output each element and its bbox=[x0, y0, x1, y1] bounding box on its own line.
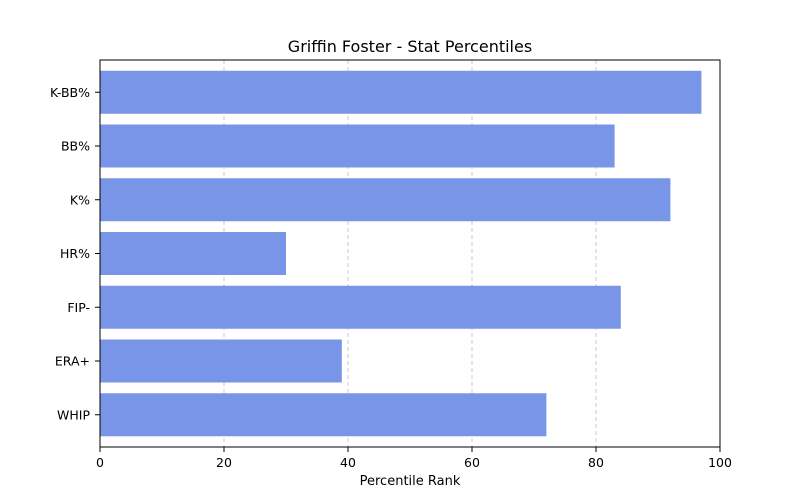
bar-hr- bbox=[100, 232, 286, 275]
y-axis-ticks: K-BB% BB% K% HR% FIP- ERA+ WHIP bbox=[50, 85, 100, 422]
bar-fip- bbox=[100, 285, 621, 329]
y-tick-label: ERA+ bbox=[55, 354, 90, 369]
y-tick-label: WHIP bbox=[57, 407, 90, 422]
x-tick-label: 100 bbox=[708, 455, 732, 470]
x-tick-label: 40 bbox=[340, 455, 356, 470]
y-tick-label: BB% bbox=[61, 139, 90, 154]
chart-title: Griffin Foster - Stat Percentiles bbox=[288, 37, 532, 56]
bar-whip bbox=[100, 393, 547, 437]
x-tick-label: 60 bbox=[464, 455, 480, 470]
y-tick-label: K-BB% bbox=[50, 85, 90, 100]
bar-k-bb- bbox=[100, 70, 702, 114]
bar-era- bbox=[100, 339, 342, 383]
x-tick-label: 80 bbox=[588, 455, 604, 470]
x-tick-label: 20 bbox=[216, 455, 232, 470]
x-axis-ticks: 0 20 40 60 80 100 bbox=[96, 447, 732, 470]
y-tick-label: HR% bbox=[60, 246, 90, 261]
x-axis-label: Percentile Rank bbox=[360, 474, 461, 489]
bar-bb- bbox=[100, 124, 615, 168]
bars bbox=[100, 70, 702, 437]
y-tick-label: FIP- bbox=[67, 300, 90, 315]
bar-k- bbox=[100, 178, 671, 222]
y-tick-label: K% bbox=[70, 192, 90, 207]
x-tick-label: 0 bbox=[96, 455, 104, 470]
